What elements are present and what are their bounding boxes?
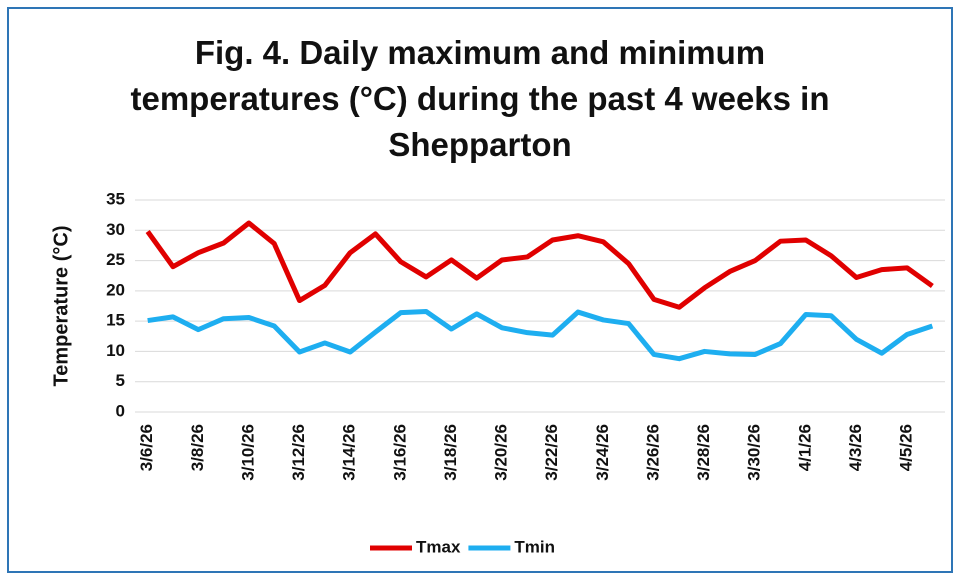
x-tick-label: 3/24/26 bbox=[593, 424, 612, 481]
x-tick-label: 4/1/26 bbox=[795, 424, 814, 471]
x-tick-label: 3/20/26 bbox=[492, 424, 511, 481]
x-tick-label: 3/10/26 bbox=[238, 424, 257, 481]
y-tick-label: 25 bbox=[106, 250, 125, 269]
y-axis-title: Temperature (°C) bbox=[50, 226, 72, 387]
y-tick-label: 15 bbox=[106, 311, 125, 330]
y-tick-label: 35 bbox=[106, 189, 125, 208]
series-line bbox=[147, 308, 934, 362]
y-tick-label: 0 bbox=[116, 401, 125, 420]
y-tick-label: 10 bbox=[106, 341, 125, 360]
frame bbox=[7, 7, 953, 573]
x-tick-label: 3/28/26 bbox=[694, 424, 713, 481]
x-tick-label: 3/18/26 bbox=[441, 424, 460, 481]
legend-label: Tmax bbox=[416, 537, 461, 556]
x-tick-label: 3/6/26 bbox=[137, 424, 156, 471]
y-tick-label: 20 bbox=[106, 280, 125, 299]
chart-title: Fig. 4. Daily maximum and minimum temper… bbox=[130, 34, 830, 163]
x-tick-label: 4/3/26 bbox=[846, 424, 865, 471]
series-line bbox=[145, 220, 934, 310]
x-tick-label: 3/16/26 bbox=[390, 424, 409, 481]
x-tick-label: 3/14/26 bbox=[340, 424, 359, 481]
legend-label: Tmin bbox=[514, 537, 555, 556]
y-tick-label: 5 bbox=[116, 371, 125, 390]
x-tick-label: 3/22/26 bbox=[542, 424, 561, 481]
x-tick-label: 3/26/26 bbox=[643, 424, 662, 481]
x-tick-label: 4/5/26 bbox=[897, 424, 916, 471]
x-tick-label: 3/12/26 bbox=[289, 424, 308, 481]
x-tick-label: 3/30/26 bbox=[745, 424, 764, 481]
y-tick-label: 30 bbox=[106, 220, 125, 239]
x-tick-label: 3/8/26 bbox=[188, 424, 207, 471]
